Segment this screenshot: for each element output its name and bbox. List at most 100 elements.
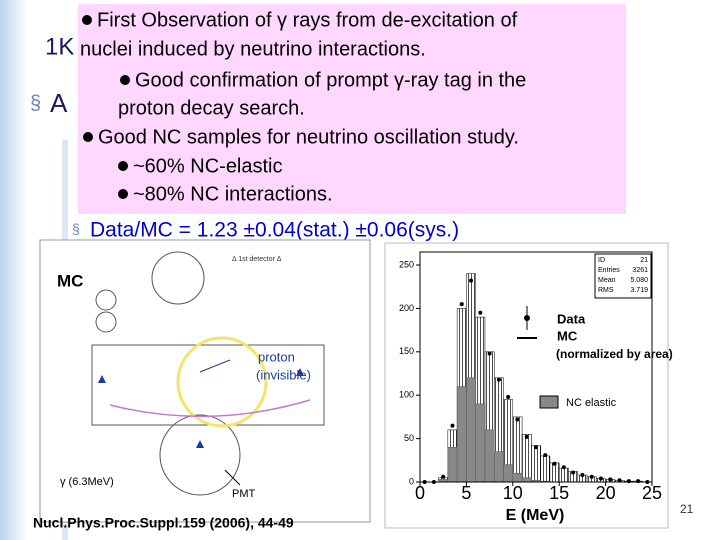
callout-box [78, 4, 626, 214]
event-panel: Δ 1st detector Δ [232, 256, 282, 263]
pointer [199, 359, 231, 373]
bar [475, 403, 486, 483]
proton-note: (invisible) [256, 367, 311, 382]
proton-label: proton [258, 349, 295, 364]
data-point [571, 470, 576, 475]
data-point [598, 476, 603, 481]
data-point [580, 473, 585, 478]
bar [466, 377, 476, 483]
data-point [589, 474, 594, 479]
x-tick-label: 0 [415, 483, 425, 503]
data-point [496, 377, 501, 382]
legend-label: MC [557, 328, 578, 343]
data-point [636, 479, 641, 484]
page-number: 21 [680, 502, 694, 516]
bullet-fragment: A [50, 88, 68, 118]
detector-circle [159, 414, 241, 496]
legend-note: (normalized by area) [556, 347, 673, 361]
stats-value: 3.719 [630, 287, 648, 294]
hit [98, 375, 106, 383]
data-point [561, 465, 566, 470]
bullet-glyph: § [72, 221, 80, 237]
hit [196, 440, 204, 448]
data-point [450, 423, 455, 428]
citation: Nucl.Phys.Proc.Suppl.159 (2006), 44-49 [33, 515, 294, 531]
legend-label: NC elastic [566, 397, 617, 409]
bar [531, 445, 541, 483]
bar [558, 467, 569, 483]
callout-line: First Observation of γ rays from de-exci… [97, 9, 518, 31]
legend-label: Data [557, 311, 586, 326]
data-point [534, 445, 538, 450]
bullet-dot [83, 132, 93, 142]
data-point [608, 477, 613, 482]
result: Data/MC = 1.23 ±0.04(stat.) ±0.06(sys.) [90, 219, 459, 242]
gamma-label: γ (6.3MeV) [60, 476, 114, 488]
histogram: 0 50 100 150 200 250 0 5 10 15 20 25 E (MeV) ID 21 Entr… [399, 251, 673, 524]
detector-circle [95, 311, 117, 333]
callout-line: proton decay search. [118, 97, 305, 119]
x-tick-label: 20 [596, 483, 616, 503]
data-point [469, 278, 474, 283]
stats-label: Entries [598, 267, 620, 274]
x-tick-label: 5 [461, 483, 471, 503]
legend-marker [539, 395, 559, 409]
bar [456, 386, 467, 483]
detector-circle [151, 251, 205, 305]
data-point [524, 434, 529, 439]
bullet-dot [118, 161, 128, 171]
data-point [617, 478, 622, 483]
bar [540, 455, 551, 483]
data-point [515, 417, 520, 422]
data-point [506, 394, 511, 399]
stats-label: ID [598, 257, 605, 264]
bar [512, 416, 523, 483]
ring-highlight [176, 336, 268, 428]
stats-value: 21 [640, 257, 648, 264]
y-tick-label: 50 [404, 433, 414, 443]
plot-frame [419, 251, 653, 483]
callout-line: Good NC samples for neutrino oscillation… [98, 126, 519, 148]
bullet-dot [120, 75, 130, 85]
bar [447, 447, 458, 483]
data-point [459, 302, 464, 307]
hit [296, 368, 304, 376]
bar [521, 477, 532, 483]
callout-line: ~80% NC interactions. [133, 183, 333, 205]
x-tick-label: 15 [549, 483, 569, 503]
pointer [224, 469, 241, 486]
x-axis-label: E (MeV) [506, 507, 565, 524]
ring-arc [109, 399, 311, 418]
callout-line: nuclei induced by neutrino interactions. [80, 38, 426, 60]
data-point [478, 310, 483, 315]
bullet-dot [118, 189, 128, 199]
data-point [543, 453, 548, 458]
bar [512, 473, 523, 483]
y-tick-label: 150 [399, 346, 414, 356]
event-display: MC Δ 1st detector Δ proton (invisible) γ… [39, 239, 371, 523]
bar [484, 429, 495, 483]
bar [503, 464, 514, 483]
stats-value: 5.080 [630, 277, 648, 284]
x-tick-label: 25 [642, 483, 662, 503]
stats-label: RMS [598, 287, 614, 294]
stats-box [594, 253, 652, 299]
data-point [552, 461, 557, 466]
data-point [487, 351, 492, 356]
x-tick-label: 10 [503, 483, 523, 503]
title-fragment: 1K [45, 33, 74, 60]
bullet-glyph: § [30, 92, 41, 114]
y-tick-label: 100 [399, 390, 414, 400]
edge-band [0, 0, 28, 540]
stats-value: 3261 [632, 267, 648, 274]
y-tick-label: 0 [409, 476, 414, 486]
bullet-dot [82, 15, 92, 25]
callout-line: ~60% NC-elastic [133, 155, 283, 177]
data-point [626, 479, 631, 484]
stats-label: Mean [598, 277, 616, 284]
event-frame [39, 239, 371, 523]
callout-line: Good confirmation of prompt γ-ray tag in… [135, 69, 526, 91]
data-point [441, 474, 446, 479]
y-tick-label: 250 [399, 259, 414, 269]
